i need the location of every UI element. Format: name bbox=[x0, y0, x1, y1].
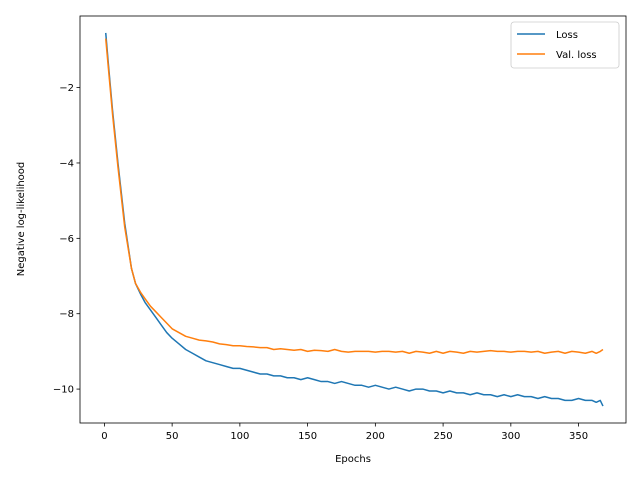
series-lines bbox=[104, 32, 604, 407]
x-axis: 0 50 100 150 200 250 300 350 bbox=[101, 423, 588, 442]
x-tick-label-5: 250 bbox=[434, 431, 453, 442]
x-tick-label-2: 100 bbox=[230, 431, 249, 442]
series-line-0 bbox=[104, 32, 604, 407]
y-tick-label-3: −8 bbox=[59, 309, 74, 320]
x-axis-label: Epochs bbox=[335, 454, 371, 465]
y-tick-label-4: −10 bbox=[53, 385, 74, 396]
x-tick-label-1: 50 bbox=[166, 431, 179, 442]
x-tick-label-4: 200 bbox=[366, 431, 385, 442]
legend-label-0: Loss bbox=[556, 30, 578, 41]
legend-box bbox=[510, 21, 620, 69]
legend: Loss Val. loss bbox=[510, 21, 620, 69]
y-tick-label-2: −6 bbox=[59, 234, 74, 245]
x-tick-label-0: 0 bbox=[101, 431, 107, 442]
x-tick-label-6: 300 bbox=[501, 431, 520, 442]
y-tick-label-1: −4 bbox=[59, 158, 74, 169]
legend-label-1: Val. loss bbox=[556, 50, 597, 61]
y-axis: −2 −4 −6 −8 −10 bbox=[53, 83, 80, 396]
y-axis-label: Negative log-likelihood bbox=[16, 162, 27, 277]
series-line-1 bbox=[104, 38, 604, 355]
plot-area bbox=[79, 15, 627, 424]
x-tick-label-7: 350 bbox=[569, 431, 588, 442]
x-tick-label-3: 150 bbox=[298, 431, 317, 442]
y-tick-label-0: −2 bbox=[59, 83, 74, 94]
